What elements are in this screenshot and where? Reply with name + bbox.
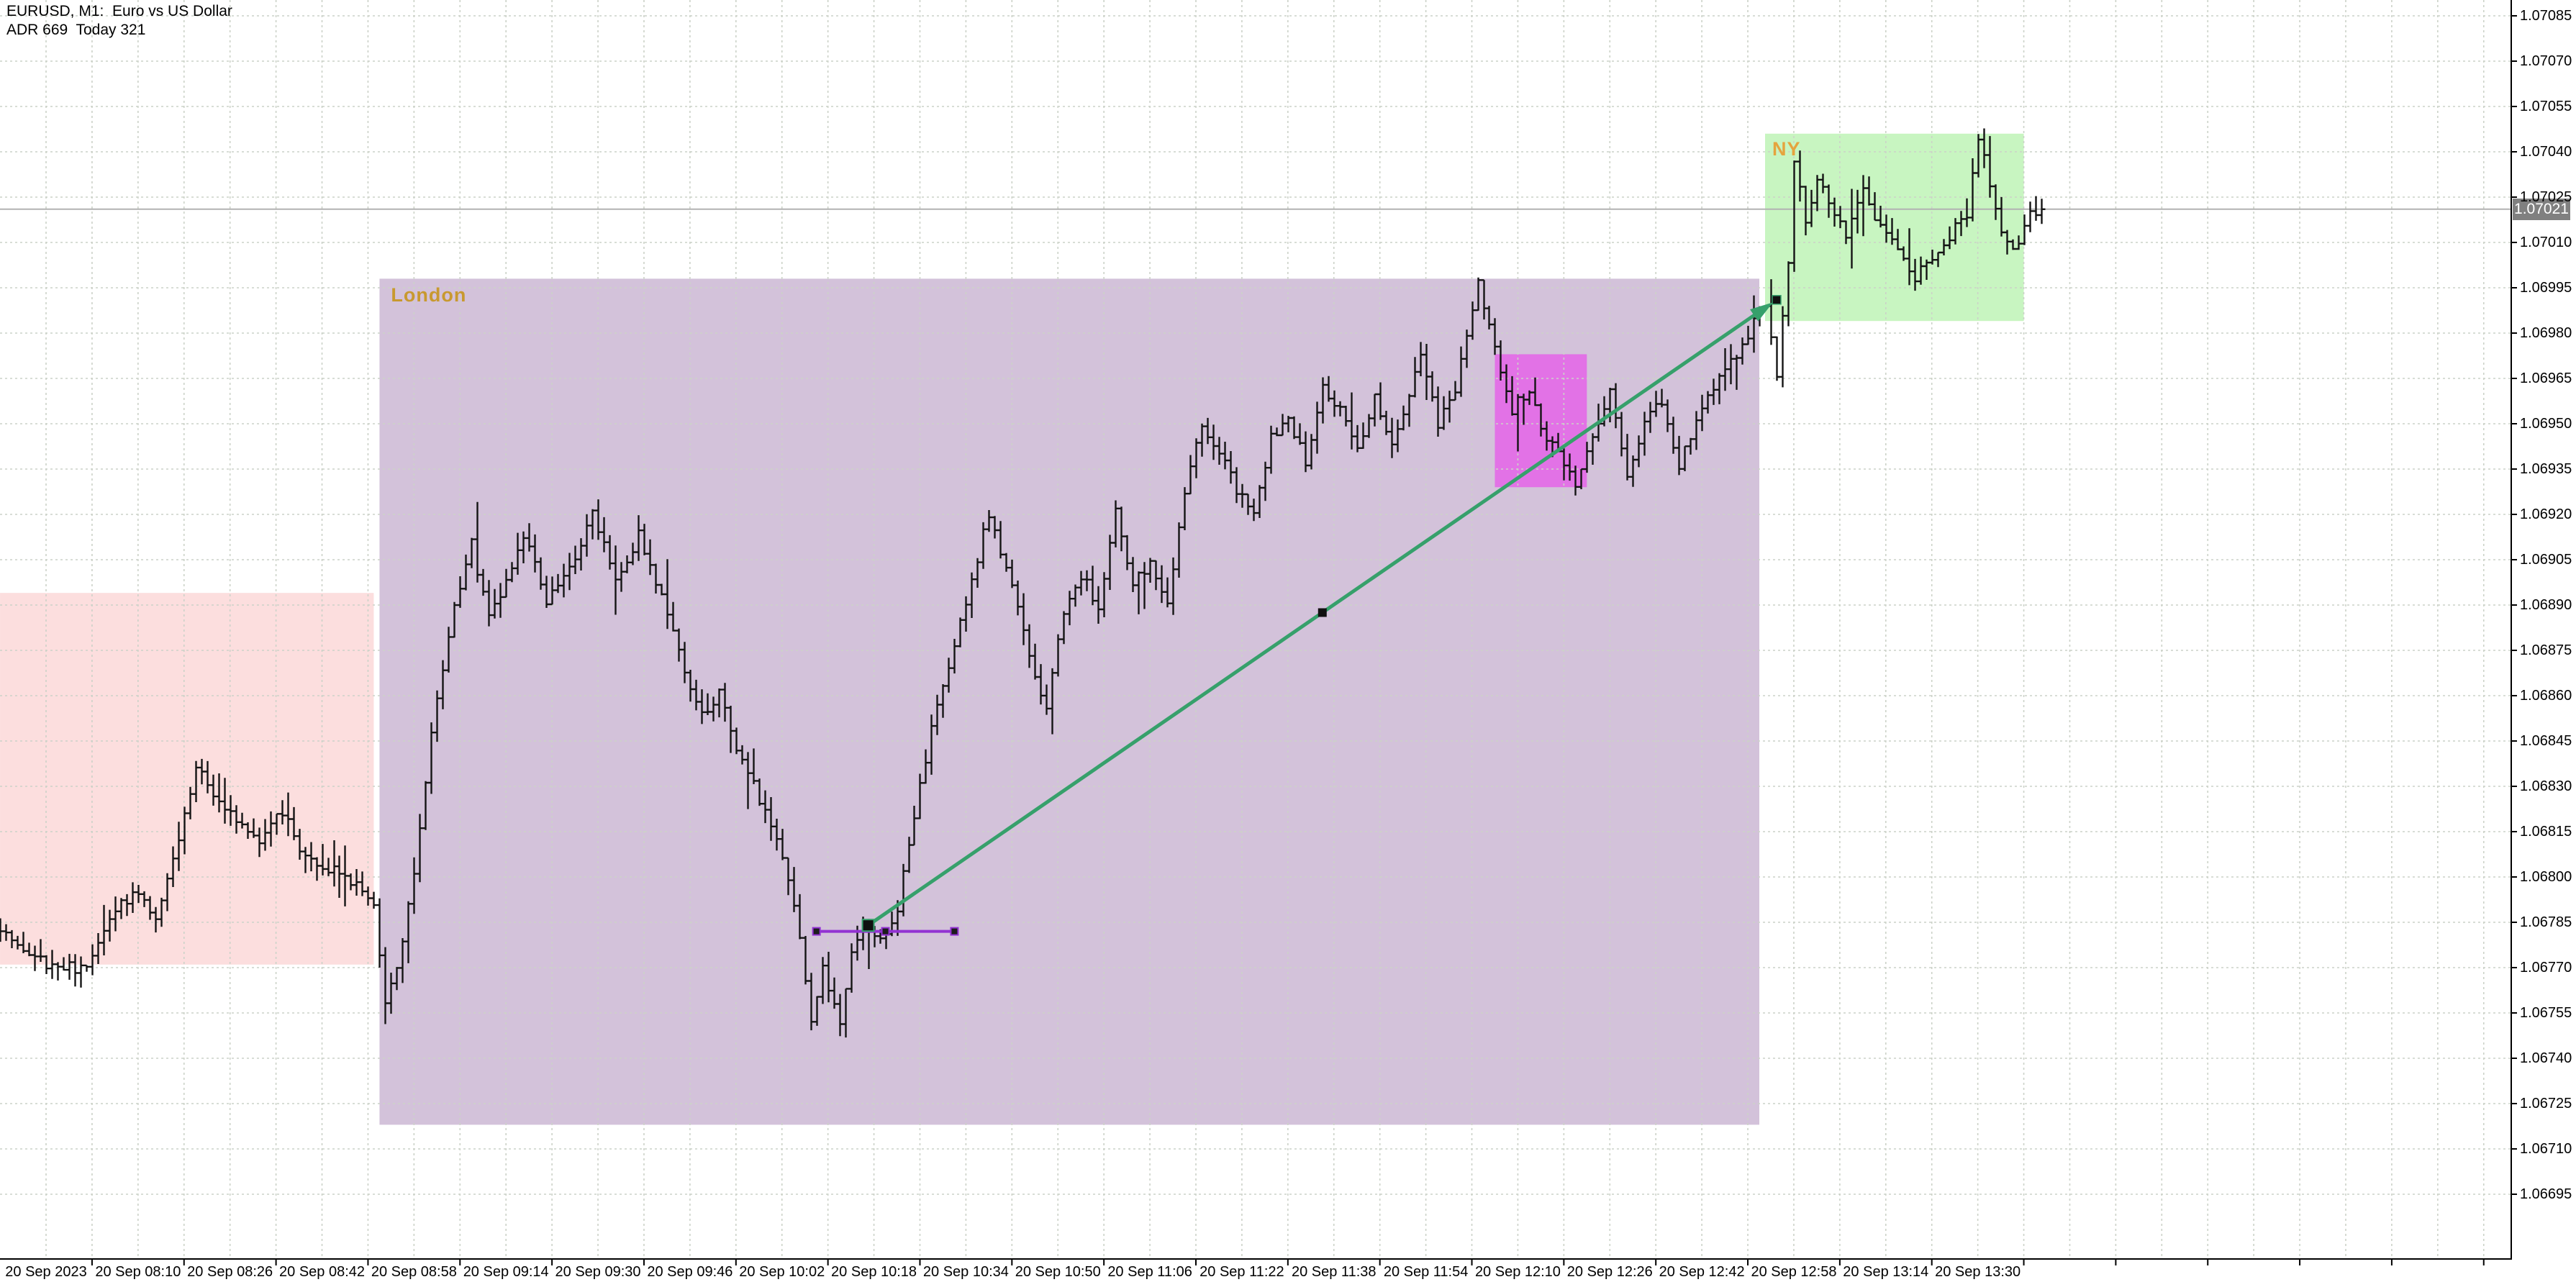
price-axis-label: 1.06995 [2520,280,2572,296]
price-axis-label: 1.06935 [2520,461,2572,477]
trendline-handle-end[interactable] [1772,295,1782,305]
trendline-handle[interactable] [881,927,890,936]
time-axis-label: 20 Sep 10:02 [739,1264,825,1280]
price-axis-label: 1.07055 [2520,99,2572,114]
price-axis-label: 1.06860 [2520,688,2572,704]
trendline-arrowhead [1750,302,1774,322]
price-axis-label: 1.06740 [2520,1050,2572,1066]
current-price-tag: 1.07021 [2513,198,2570,220]
price-axis-label: 1.06830 [2520,778,2572,794]
price-axis-label: 1.06725 [2520,1096,2572,1111]
price-axis-label: 1.06845 [2520,733,2572,749]
trendline-handle-mid[interactable] [1318,608,1327,617]
price-axis-label: 1.06770 [2520,960,2572,976]
ohlc-bars [0,128,2046,1038]
chart-title: EURUSD, M1: Euro vs US Dollar [6,3,232,19]
price-axis-label: 1.07040 [2520,144,2572,160]
session-label-london: London [391,284,467,306]
price-axis-label: 1.06980 [2520,325,2572,341]
time-axis-label: 20 Sep 11:54 [1383,1264,1469,1280]
price-axis-label: 1.06875 [2520,642,2572,658]
time-axis-label: 20 Sep 08:58 [371,1264,457,1280]
price-axis-label: 1.06800 [2520,869,2572,885]
time-axis-label: 20 Sep 09:46 [647,1264,733,1280]
price-axis-label: 1.06890 [2520,597,2572,613]
time-axis-label: 20 Sep 09:30 [555,1264,641,1280]
time-axis-label: 20 Sep 12:42 [1659,1264,1745,1280]
time-axis-label: 20 Sep 2023 [5,1264,87,1280]
price-axis-label: 1.06920 [2520,506,2572,522]
session-label-ny: NY [1772,137,1801,160]
time-axis-label: 20 Sep 11:22 [1199,1264,1284,1280]
time-axis-label: 20 Sep 10:34 [922,1264,1009,1280]
price-axis-label: 1.07085 [2520,8,2572,24]
grid [0,0,2511,1259]
price-axis-label: 1.06965 [2520,370,2572,386]
time-axis-label: 20 Sep 12:58 [1751,1264,1837,1280]
price-axis-label: 1.06710 [2520,1141,2572,1157]
time-axis-label: 20 Sep 10:18 [831,1264,917,1280]
time-axis-label: 20 Sep 11:06 [1107,1264,1192,1280]
price-axis-label: 1.06905 [2520,552,2572,568]
time-axis-label: 20 Sep 13:14 [1843,1264,1929,1280]
price-axis-label: 1.07025 [2520,189,2572,205]
adr-indicator-label: ADR 669 Today 321 [6,22,146,38]
time-axis-label: 20 Sep 08:42 [279,1264,366,1280]
session-box-ny[interactable] [1765,133,2024,322]
axis-ticks [91,15,2517,1265]
time-axis-label: 20 Sep 13:30 [1935,1264,2021,1280]
trendline-handle[interactable] [812,927,821,936]
time-axis-label: 20 Sep 08:10 [95,1264,181,1280]
price-axis-label: 1.06695 [2520,1186,2572,1202]
price-axis-label: 1.06785 [2520,914,2572,930]
price-axis-label: 1.06815 [2520,824,2572,840]
time-axis-label: 20 Sep 11:38 [1291,1264,1377,1280]
trendline-handle[interactable] [950,927,959,936]
price-axis-label: 1.06950 [2520,416,2572,432]
time-axis-label: 20 Sep 09:14 [463,1264,549,1280]
time-axis-label: 20 Sep 08:26 [187,1264,273,1280]
time-axis-label: 20 Sep 10:50 [1015,1264,1101,1280]
trendline-handle-start[interactable] [861,919,875,932]
time-axis-label: 20 Sep 12:26 [1566,1264,1653,1280]
time-axis-label: 20 Sep 12:10 [1474,1264,1561,1280]
price-axis-label: 1.07010 [2520,235,2572,250]
price-axis-label: 1.06755 [2520,1005,2572,1021]
price-axis-label: 1.07070 [2520,53,2572,69]
session-box-asia[interactable] [0,593,374,965]
